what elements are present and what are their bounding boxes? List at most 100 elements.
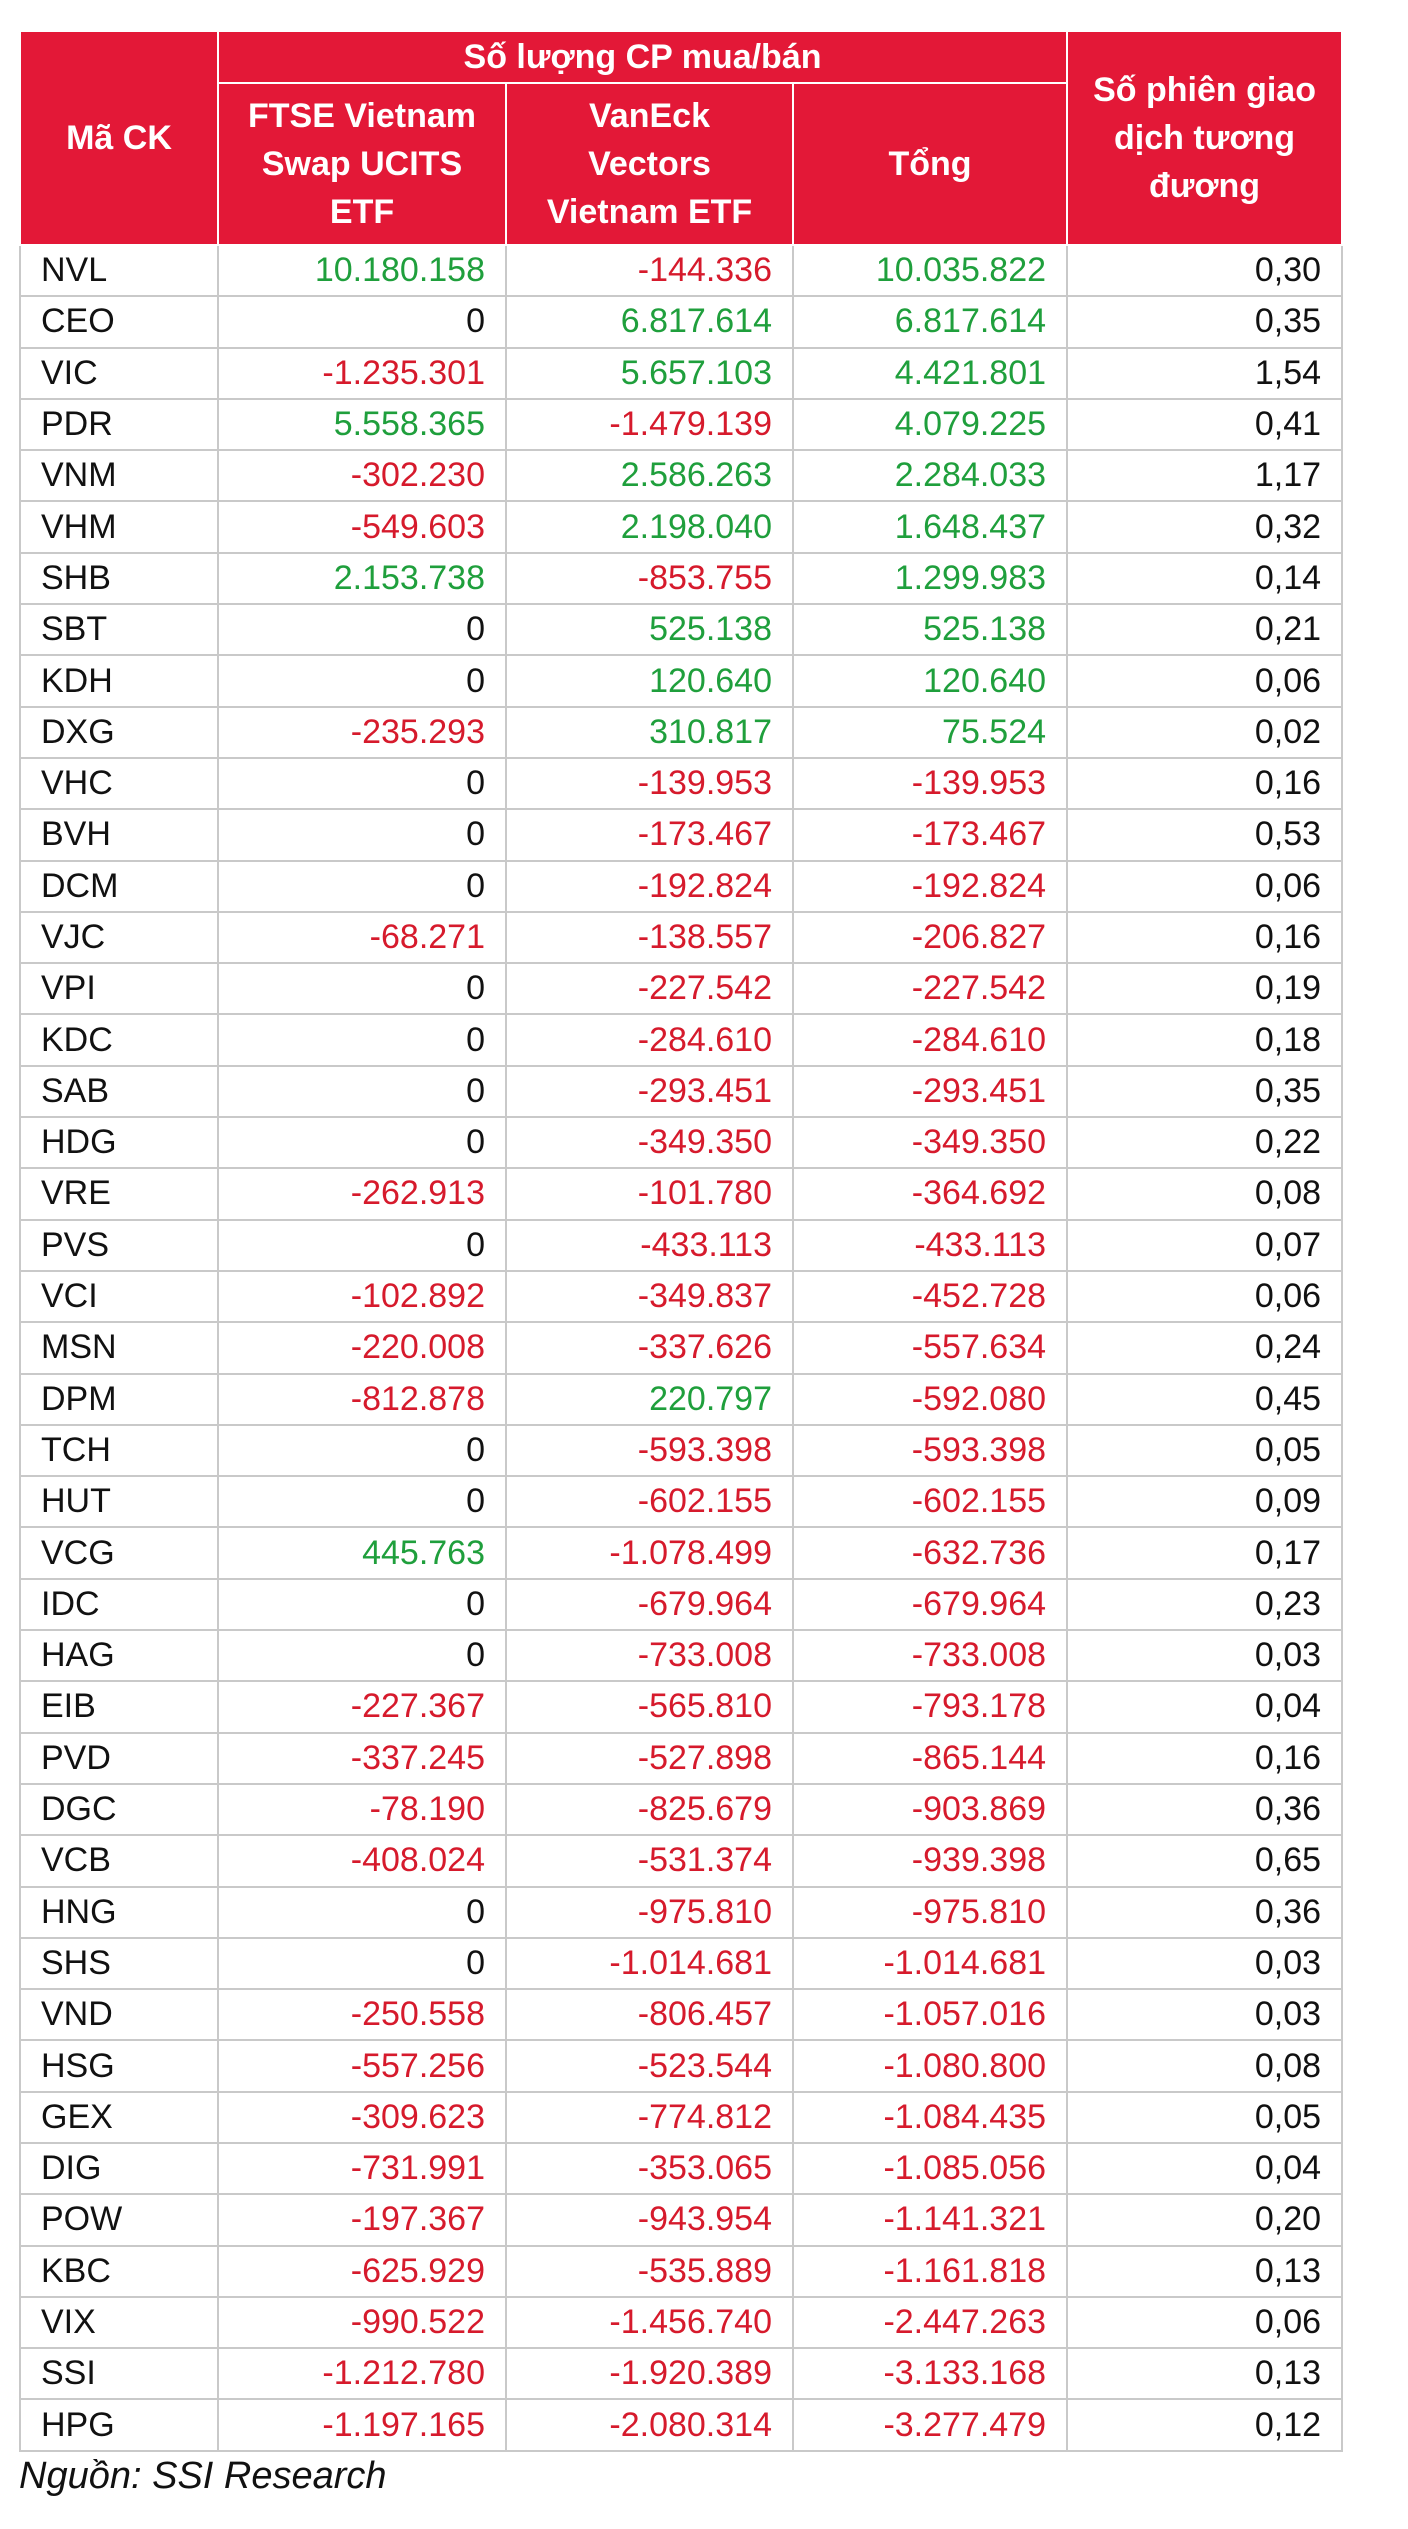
cell-stock-code: VND: [19, 1988, 219, 2042]
table-row: POW -197.367 -943.954 -1.141.321 0,20: [19, 2193, 1344, 2247]
table-row: KDC 0 -284.610 -284.610 0,18: [19, 1013, 1344, 1067]
cell-total-qty: 4.079.225: [791, 397, 1069, 452]
cell-total-qty: -1.014.681: [791, 1936, 1069, 1991]
cell-stock-code: EIB: [19, 1680, 219, 1734]
cell-stock-code: VJC: [19, 910, 219, 965]
cell-vaneck-qty: -101.780: [505, 1167, 794, 1221]
cell-total-qty: 75.524: [791, 705, 1069, 759]
cell-vaneck-qty: -774.812: [505, 2090, 794, 2144]
cell-ftse-qty: 0: [217, 1629, 507, 1683]
table-row: MSN -220.008 -337.626 -557.634 0,24: [19, 1321, 1344, 1375]
cell-sessions: 0,12: [1066, 2398, 1344, 2452]
cell-sessions: 0,18: [1066, 1013, 1344, 1067]
cell-ftse-qty: 0: [217, 1013, 507, 1067]
cell-ftse-qty: 0: [217, 962, 507, 1016]
cell-total-qty: -632.736: [791, 1526, 1069, 1580]
cell-ftse-qty: -990.522: [217, 2295, 507, 2350]
cell-sessions: 0,07: [1066, 1218, 1344, 1272]
cell-stock-code: VPI: [19, 962, 219, 1016]
cell-total-qty: 6.817.614: [791, 295, 1069, 349]
cell-vaneck-qty: -853.755: [505, 551, 794, 606]
cell-stock-code: SHS: [19, 1936, 219, 1991]
table-row: VIC -1.235.301 5.657.103 4.421.801 1,54: [19, 346, 1344, 400]
cell-total-qty: -293.451: [791, 1064, 1069, 1119]
cell-ftse-qty: -557.256: [217, 2039, 507, 2093]
table-row: SBT 0 525.138 525.138 0,21: [19, 603, 1344, 657]
cell-sessions: 0,23: [1066, 1577, 1344, 1632]
header-stock-code: Mã CK: [19, 30, 219, 246]
cell-vaneck-qty: -337.626: [505, 1321, 794, 1375]
table-row: VJC -68.271 -138.557 -206.827 0,16: [19, 910, 1344, 965]
cell-total-qty: -602.155: [791, 1475, 1069, 1529]
cell-sessions: 0,16: [1066, 756, 1344, 811]
cell-stock-code: KDC: [19, 1013, 219, 1067]
cell-total-qty: -1.161.818: [791, 2244, 1069, 2298]
cell-ftse-qty: -78.190: [217, 1782, 507, 1837]
cell-sessions: 0,03: [1066, 1629, 1344, 1683]
cell-ftse-qty: -1.235.301: [217, 346, 507, 400]
table-row: VCG 445.763 -1.078.499 -632.736 0,17: [19, 1526, 1344, 1580]
cell-sessions: 0,22: [1066, 1116, 1344, 1170]
cell-total-qty: -173.467: [791, 808, 1069, 862]
table-row: EIB -227.367 -565.810 -793.178 0,04: [19, 1680, 1344, 1734]
table-row: IDC 0 -679.964 -679.964 0,23: [19, 1577, 1344, 1632]
table-row: GEX -309.623 -774.812 -1.084.435 0,05: [19, 2090, 1344, 2144]
cell-stock-code: DIG: [19, 2141, 219, 2196]
cell-stock-code: MSN: [19, 1321, 219, 1375]
cell-sessions: 1,54: [1066, 346, 1344, 400]
cell-ftse-qty: -235.293: [217, 705, 507, 759]
cell-ftse-qty: -625.929: [217, 2244, 507, 2298]
cell-ftse-qty: 0: [217, 859, 507, 913]
cell-total-qty: -3.133.168: [791, 2347, 1069, 2401]
cell-vaneck-qty: -139.953: [505, 756, 794, 811]
table-row: VND -250.558 -806.457 -1.057.016 0,03: [19, 1988, 1344, 2042]
cell-stock-code: VIC: [19, 346, 219, 400]
table-row: NVL 10.180.158 -144.336 10.035.822 0,30: [19, 243, 1344, 298]
cell-sessions: 0,20: [1066, 2193, 1344, 2247]
cell-total-qty: 525.138: [791, 603, 1069, 657]
cell-ftse-qty: -197.367: [217, 2193, 507, 2247]
cell-sessions: 0,35: [1066, 295, 1344, 349]
cell-vaneck-qty: -349.837: [505, 1269, 794, 1324]
cell-ftse-qty: 0: [217, 603, 507, 657]
source-note: Nguồn: SSI Research: [19, 2455, 387, 2497]
table-row: HPG -1.197.165 -2.080.314 -3.277.479 0,12: [19, 2398, 1344, 2452]
cell-total-qty: -349.350: [791, 1116, 1069, 1170]
cell-vaneck-qty: 2.198.040: [505, 500, 794, 554]
table-row: DPM -812.878 220.797 -592.080 0,45: [19, 1372, 1344, 1426]
cell-ftse-qty: 0: [217, 1064, 507, 1119]
cell-ftse-qty: 0: [217, 1423, 507, 1478]
cell-stock-code: KDH: [19, 654, 219, 708]
cell-ftse-qty: 0: [217, 1936, 507, 1991]
cell-ftse-qty: 5.558.365: [217, 397, 507, 452]
cell-ftse-qty: -68.271: [217, 910, 507, 965]
cell-vaneck-qty: -284.610: [505, 1013, 794, 1067]
cell-total-qty: -1.084.435: [791, 2090, 1069, 2144]
table-row: SSI -1.212.780 -1.920.389 -3.133.168 0,13: [19, 2347, 1344, 2401]
cell-sessions: 0,36: [1066, 1782, 1344, 1837]
table-row: KBC -625.929 -535.889 -1.161.818 0,13: [19, 2244, 1344, 2298]
cell-total-qty: 1.648.437: [791, 500, 1069, 554]
cell-stock-code: BVH: [19, 808, 219, 862]
cell-sessions: 0,17: [1066, 1526, 1344, 1580]
table-row: VNM -302.230 2.586.263 2.284.033 1,17: [19, 449, 1344, 503]
cell-vaneck-qty: -1.014.681: [505, 1936, 794, 1991]
table-row: VCB -408.024 -531.374 -939.398 0,65: [19, 1834, 1344, 1888]
cell-total-qty: -227.542: [791, 962, 1069, 1016]
cell-stock-code: SHB: [19, 551, 219, 606]
cell-stock-code: VNM: [19, 449, 219, 503]
table-row: HNG 0 -975.810 -975.810 0,36: [19, 1885, 1344, 1939]
cell-sessions: 0,04: [1066, 2141, 1344, 2196]
cell-vaneck-qty: -565.810: [505, 1680, 794, 1734]
table-row: VHC 0 -139.953 -139.953 0,16: [19, 756, 1344, 811]
cell-stock-code: VHM: [19, 500, 219, 554]
cell-vaneck-qty: -353.065: [505, 2141, 794, 2196]
cell-total-qty: -1.057.016: [791, 1988, 1069, 2042]
cell-stock-code: CEO: [19, 295, 219, 349]
cell-total-qty: -679.964: [791, 1577, 1069, 1632]
cell-ftse-qty: 0: [217, 295, 507, 349]
cell-vaneck-qty: -527.898: [505, 1731, 794, 1785]
cell-vaneck-qty: -144.336: [505, 243, 794, 298]
cell-ftse-qty: 0: [217, 1116, 507, 1170]
cell-sessions: 0,53: [1066, 808, 1344, 862]
